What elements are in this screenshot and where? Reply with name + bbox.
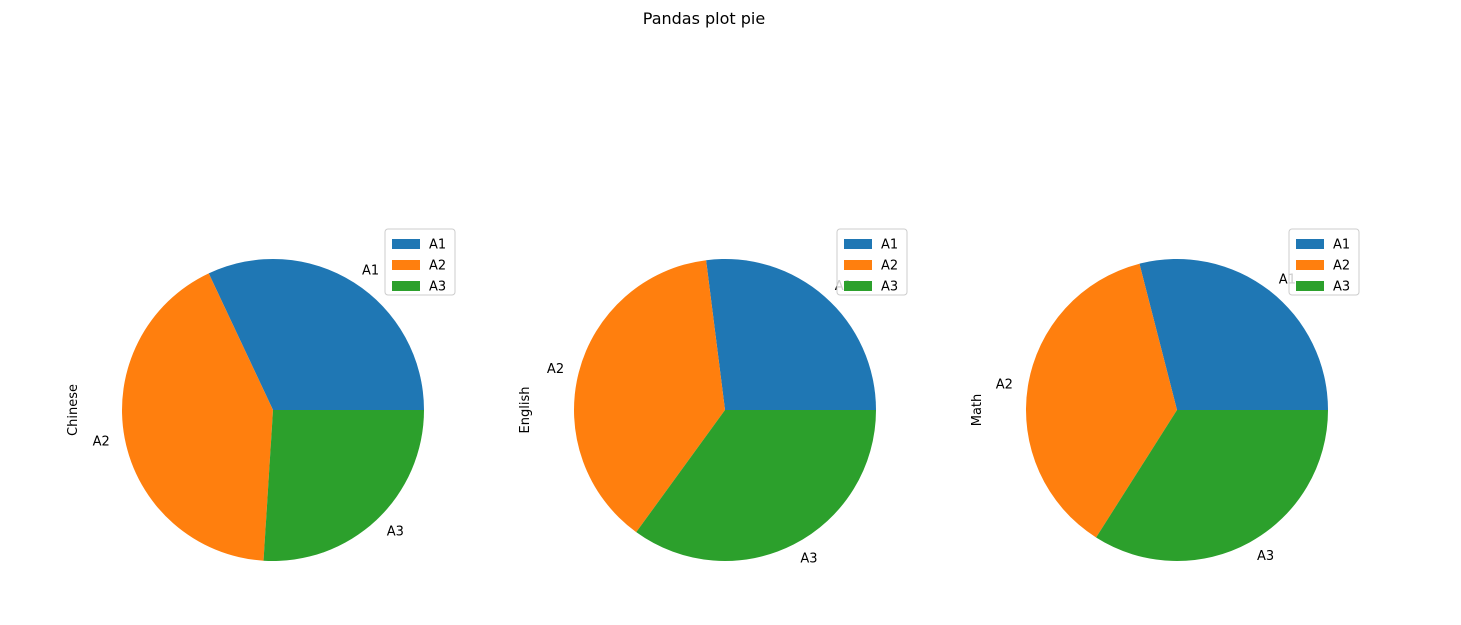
- legend-swatch-a1: [392, 239, 420, 249]
- slice-label-a3: A3: [387, 525, 404, 540]
- legend-swatch-a2: [844, 260, 872, 270]
- legend-entry-a1: A1: [1333, 238, 1350, 253]
- pie-slice-a2: [122, 273, 273, 561]
- legend-entry-a3: A3: [429, 280, 446, 295]
- figure-title: Pandas plot pie: [643, 9, 765, 28]
- axis-ylabel: English: [518, 387, 533, 434]
- pie-slice-a2: [573, 260, 725, 533]
- pie-slice-a3: [636, 410, 876, 562]
- legend-entry-a1: A1: [881, 238, 898, 253]
- legend-swatch-a3: [392, 281, 420, 291]
- slice-label-a2: A2: [996, 378, 1013, 393]
- pie-chart-english: A1 A2 A3 English A1 A2 A3: [518, 228, 908, 567]
- legend-entry-a1: A1: [429, 238, 446, 253]
- legend-entry-a3: A3: [1333, 280, 1350, 295]
- pie-chart-chinese: A1 A2 A3 Chinese A1 A2 A3: [66, 228, 456, 561]
- legend: A1 A2 A3: [384, 228, 456, 296]
- legend-entry-a2: A2: [1333, 259, 1350, 274]
- legend-entry-a2: A2: [429, 259, 446, 274]
- pie-slice-a2: [1026, 263, 1177, 538]
- slice-label-a3: A3: [1257, 549, 1274, 564]
- pie-slice-a1: [706, 258, 877, 410]
- pie-slice-a1: [1139, 258, 1329, 410]
- pie-slice-a1: [208, 259, 424, 410]
- pie-chart-math: A1 A2 A3 Math A1 A2 A3: [970, 228, 1360, 564]
- axis-ylabel: Chinese: [66, 384, 81, 436]
- axis-ylabel: Math: [970, 394, 985, 427]
- pie-slice-a3: [263, 410, 424, 561]
- legend-swatch-a2: [392, 260, 420, 270]
- legend-entry-a2: A2: [881, 259, 898, 274]
- slice-label-a1: A1: [362, 263, 379, 278]
- legend: A1 A2 A3: [1288, 228, 1360, 296]
- legend-swatch-a2: [1296, 260, 1324, 270]
- pie-slice-a3: [1096, 410, 1328, 561]
- legend-entry-a3: A3: [881, 280, 898, 295]
- legend: A1 A2 A3: [836, 228, 908, 296]
- legend-swatch-a1: [1296, 239, 1324, 249]
- slice-label-a2: A2: [93, 435, 110, 450]
- legend-swatch-a1: [844, 239, 872, 249]
- legend-swatch-a3: [844, 281, 872, 291]
- slice-label-a2: A2: [547, 362, 564, 377]
- legend-swatch-a3: [1296, 281, 1324, 291]
- slice-label-a3: A3: [800, 552, 817, 567]
